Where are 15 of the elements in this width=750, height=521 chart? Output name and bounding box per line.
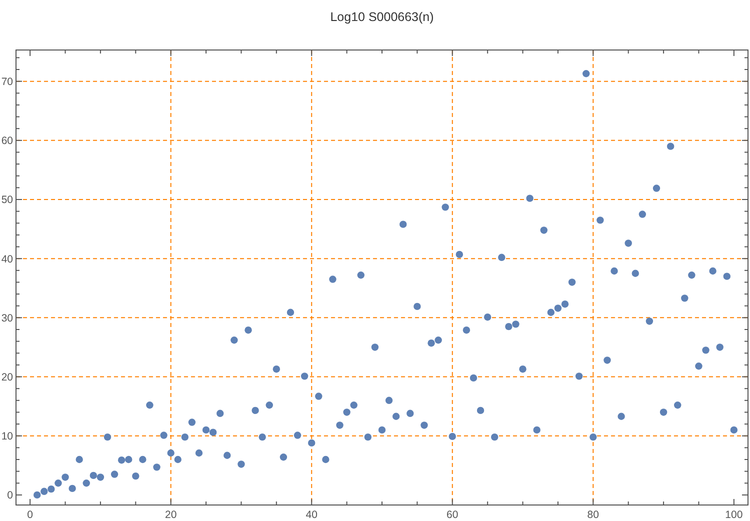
y-tick-label: 40: [1, 253, 14, 266]
y-tick-label: 60: [1, 135, 14, 148]
x-tick-label: 100: [725, 509, 743, 521]
x-tick-label: 0: [27, 509, 34, 521]
x-tick-label: 80: [587, 509, 600, 521]
y-tick-label: 20: [1, 371, 14, 384]
y-tick-label: 70: [1, 76, 14, 88]
x-tick-label: 60: [446, 509, 458, 521]
y-tick-label: 50: [1, 194, 14, 206]
y-tick-label: 30: [1, 312, 14, 324]
x-tick-label: 20: [165, 509, 177, 521]
chart-title: Log10 S000663(n): [330, 10, 434, 24]
y-tick-label: 0: [7, 490, 14, 502]
y-tick-label: 10: [1, 430, 14, 443]
x-tick-label: 40: [306, 509, 318, 521]
